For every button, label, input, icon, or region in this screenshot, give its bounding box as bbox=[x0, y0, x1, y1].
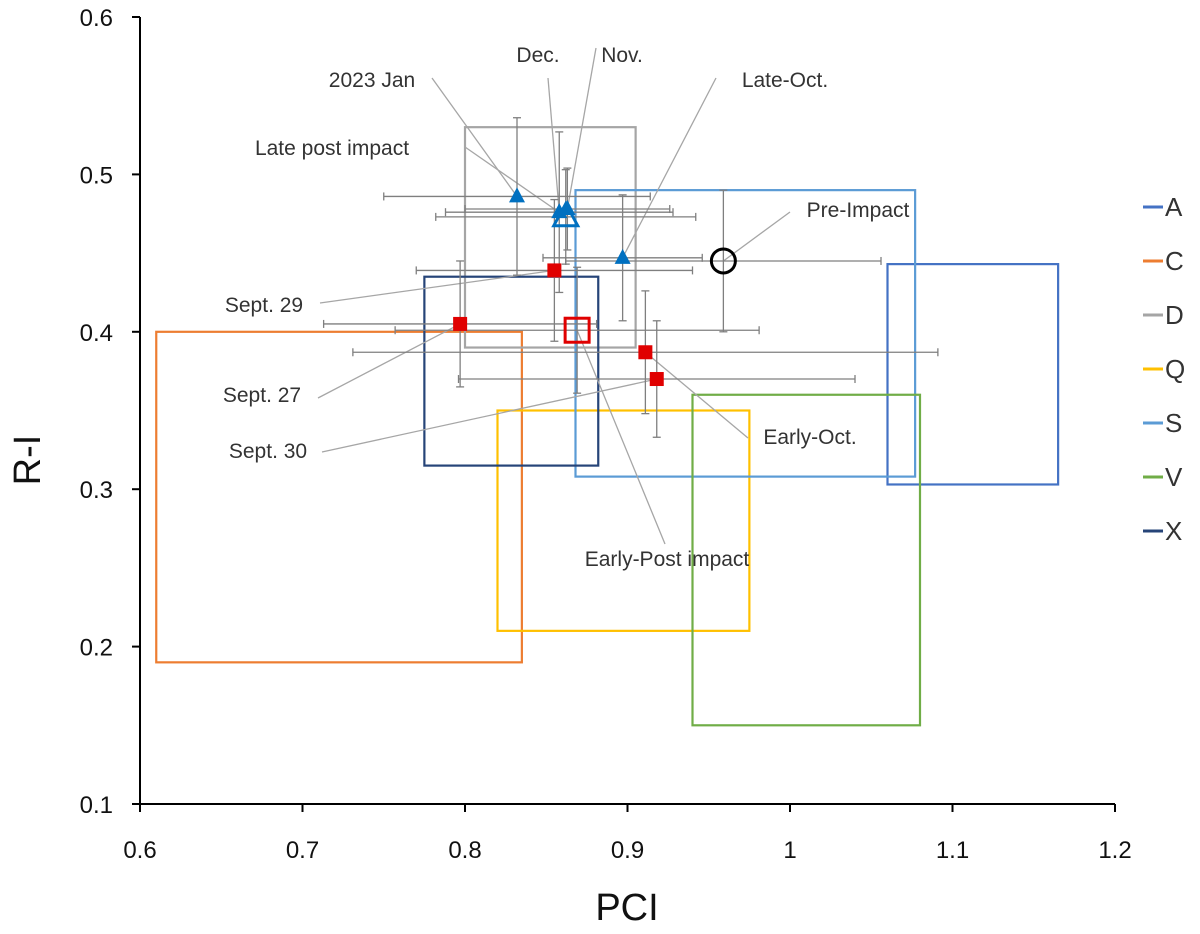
early-post-impact-annotation-label: Early-Post impact bbox=[585, 548, 750, 571]
x-tick-label: 1.2 bbox=[1098, 837, 1131, 864]
pre-impact-marker bbox=[709, 247, 737, 275]
sept-30-marker bbox=[649, 372, 664, 387]
x-axis-title: PCI bbox=[595, 887, 658, 929]
region-s-box bbox=[574, 189, 917, 478]
y-tick-label: 0.2 bbox=[80, 635, 113, 662]
dec-annotation-label: Dec. bbox=[516, 44, 559, 67]
x-tick-label: 1 bbox=[783, 837, 796, 864]
region-a-box bbox=[886, 263, 1060, 486]
2023-jan-annotation-leader bbox=[431, 77, 518, 197]
nov-marker bbox=[559, 200, 576, 216]
legend-q-label: Q bbox=[1165, 354, 1185, 384]
legend-v-label: V bbox=[1165, 462, 1183, 492]
early-post-impact-marker bbox=[563, 316, 591, 344]
y-tick-label: 0.4 bbox=[80, 320, 113, 347]
early-oct-annotation-leader bbox=[644, 351, 749, 439]
dec-annotation-leader bbox=[547, 77, 560, 213]
nov-annotation-label: Nov. bbox=[601, 44, 643, 67]
sept-29-annotation-leader bbox=[319, 269, 555, 304]
y-tick-label: 0.5 bbox=[80, 162, 113, 189]
annotations-layer: 2023 Jan Dec. Nov. Late-Oct. Late post impac… bbox=[223, 44, 910, 571]
late-oct-annotation-leader bbox=[622, 77, 717, 259]
sept-27-marker bbox=[453, 316, 468, 331]
x-tick-label: 0.7 bbox=[286, 837, 319, 864]
pre-impact-annotation-label: Pre-Impact bbox=[807, 199, 910, 222]
sept-29-annotation-label: Sept. 29 bbox=[225, 294, 303, 317]
legend-a-label: A bbox=[1165, 192, 1183, 222]
region-q-box bbox=[496, 409, 751, 632]
early-oct-annotation-label: Early-Oct. bbox=[763, 426, 856, 449]
connectors-layer bbox=[317, 47, 791, 545]
region-x-box bbox=[423, 275, 600, 467]
legend-c-label: C bbox=[1165, 246, 1184, 276]
legend-x-label: X bbox=[1165, 516, 1182, 546]
late-oct-marker bbox=[614, 248, 631, 264]
region-d-box bbox=[463, 126, 637, 349]
early-oct-marker bbox=[638, 345, 653, 360]
y-tick-label: 0.6 bbox=[80, 5, 113, 32]
sept-30-annotation-label: Sept. 30 bbox=[229, 440, 307, 463]
y-axis-title: R-I bbox=[7, 435, 49, 486]
2023-jan-annotation-label: 2023 Jan bbox=[329, 69, 415, 92]
early-post-impact-annotation-leader bbox=[576, 329, 666, 545]
late-oct-annotation-label: Late-Oct. bbox=[742, 69, 828, 92]
late-post-impact-annotation-label: Late post impact bbox=[255, 137, 409, 160]
x-tick-label: 1.1 bbox=[936, 837, 969, 864]
sept-27-annotation-leader bbox=[317, 323, 461, 399]
nov-annotation-leader bbox=[566, 47, 597, 210]
legend-s-label: S bbox=[1165, 408, 1182, 438]
pre-impact-annotation-leader bbox=[722, 211, 791, 262]
x-tick-label: 0.8 bbox=[448, 837, 481, 864]
errorbars-layer bbox=[322, 117, 939, 438]
y-tick-label: 0.3 bbox=[80, 477, 113, 504]
late-post-impact-annotation-leader bbox=[464, 146, 567, 218]
2023-jan-marker bbox=[509, 187, 525, 203]
sept-29-marker bbox=[547, 263, 562, 278]
x-tick-label: 0.9 bbox=[611, 837, 644, 864]
sept-30-annotation-leader bbox=[321, 378, 657, 453]
region-c-box bbox=[155, 330, 523, 664]
markers-layer bbox=[453, 187, 737, 387]
x-tick-label: 0.6 bbox=[123, 837, 156, 864]
regions-layer bbox=[155, 126, 1060, 727]
legend-d-label: D bbox=[1165, 300, 1184, 330]
axes-layer: 0.6 0.7 0.8 0.9 1 1.1 1.2 0.1 0.2 0.3 0.4 0.5 0.6 bbox=[80, 5, 1132, 864]
y-tick-label: 0.1 bbox=[80, 792, 113, 819]
region-v-box bbox=[691, 393, 922, 727]
sept-27-annotation-label: Sept. 27 bbox=[223, 384, 301, 407]
